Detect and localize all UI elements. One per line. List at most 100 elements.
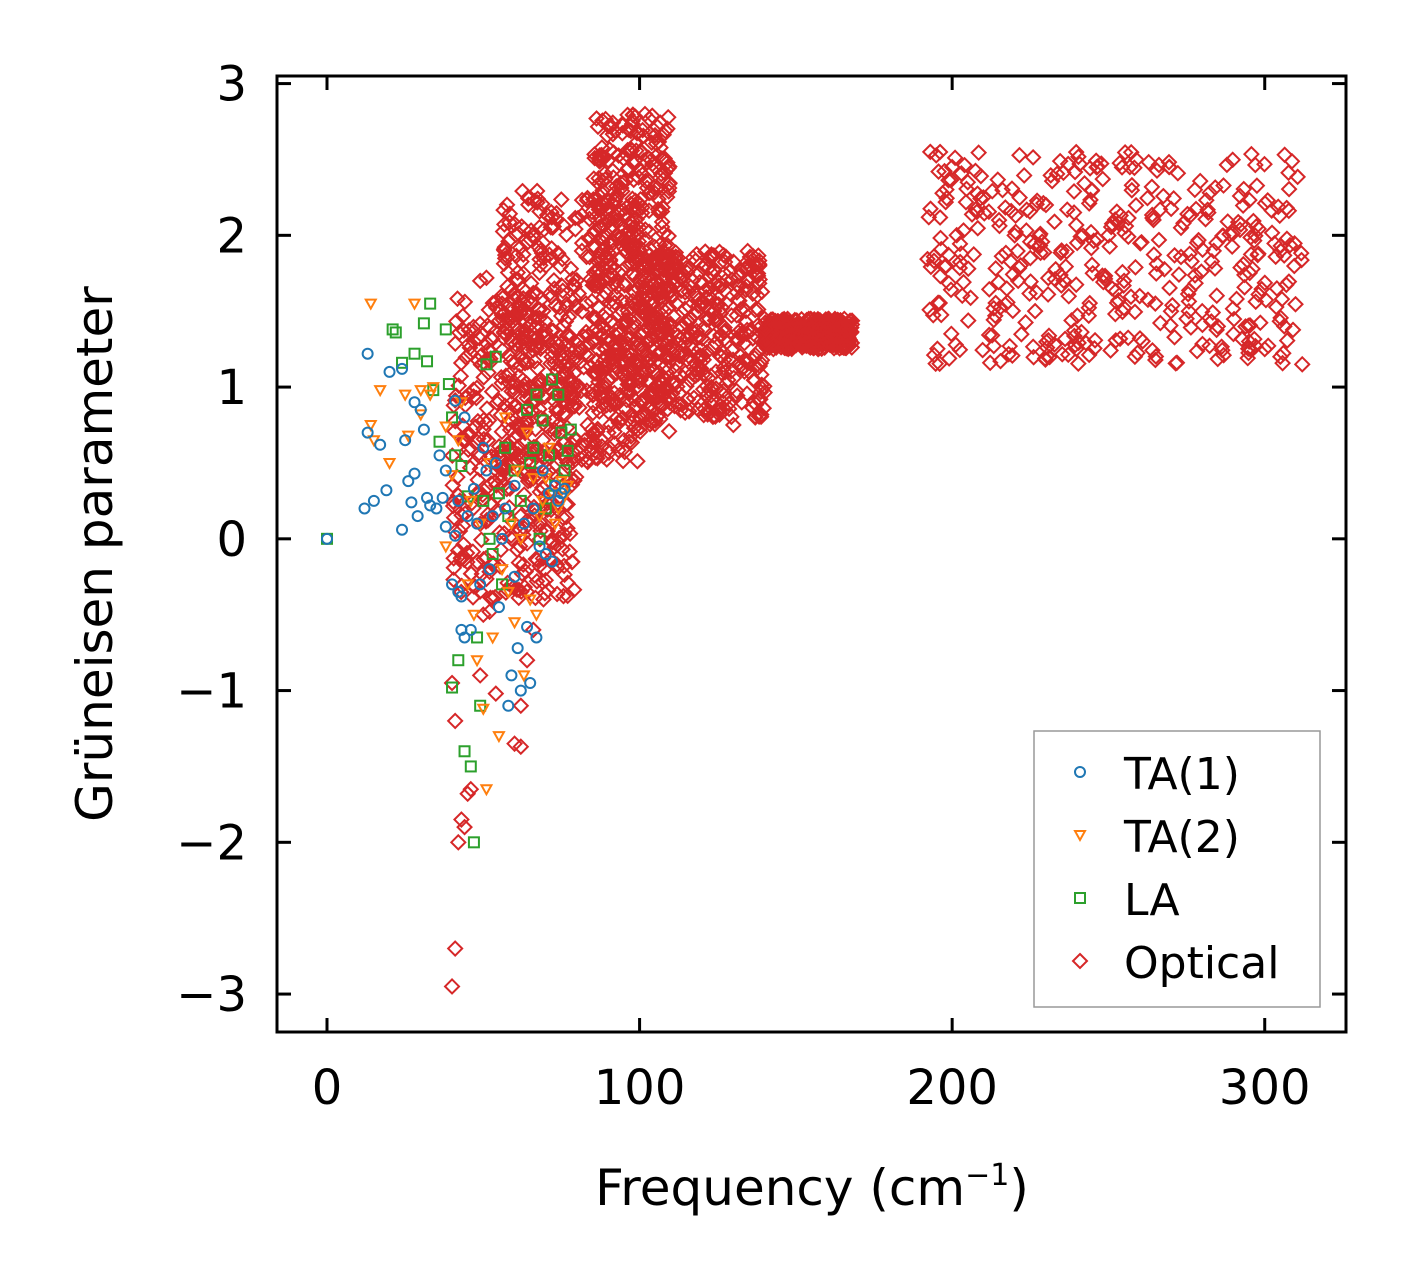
optical-point — [671, 366, 689, 384]
optical-point — [946, 149, 964, 167]
optical-point — [542, 203, 560, 221]
optical-point — [614, 409, 632, 427]
data-point — [1162, 302, 1180, 320]
optical-point — [1289, 168, 1307, 186]
optical-point — [1011, 146, 1028, 164]
optical-point — [996, 199, 1014, 216]
optical-point — [469, 412, 487, 430]
optical-point — [659, 108, 677, 126]
optical-point — [623, 142, 641, 159]
optical-point — [1111, 330, 1129, 348]
data-point — [552, 388, 565, 401]
optical-point — [641, 330, 659, 348]
optical-point — [567, 220, 584, 238]
optical-point — [661, 174, 679, 192]
optical-point — [940, 274, 958, 292]
data-point — [421, 355, 434, 368]
optical-point — [465, 578, 483, 595]
optical-point — [922, 258, 940, 276]
optical-point — [514, 556, 532, 573]
data-point — [436, 491, 449, 504]
optical-point — [613, 292, 630, 310]
optical-point — [564, 453, 582, 471]
optical-point — [684, 340, 702, 358]
data-point — [527, 502, 540, 515]
optical-point — [1025, 348, 1043, 366]
optical-point — [773, 313, 791, 331]
optical-point — [800, 310, 818, 328]
optical-point — [1110, 291, 1127, 309]
data-point — [487, 685, 505, 703]
optical-point — [505, 315, 523, 333]
optical-point — [1236, 278, 1253, 296]
optical-point — [707, 380, 725, 397]
optical-point — [1259, 191, 1277, 209]
optical-point — [817, 313, 835, 331]
optical-point — [1163, 296, 1181, 314]
data-point — [546, 373, 559, 386]
optical-point — [538, 206, 556, 224]
data-point — [507, 617, 522, 630]
optical-point — [761, 327, 779, 344]
optical-point — [1242, 340, 1259, 358]
optical-point — [686, 285, 704, 303]
optical-point — [1052, 244, 1070, 262]
data-point — [396, 356, 409, 369]
optical-point — [501, 213, 518, 231]
data-point — [361, 426, 374, 439]
optical-point — [454, 517, 472, 535]
optical-point — [706, 312, 724, 329]
optical-point — [508, 416, 526, 433]
optical-point — [492, 442, 510, 460]
optical-point — [526, 352, 544, 370]
optical-point — [631, 299, 649, 316]
optical-point — [1188, 234, 1206, 252]
optical-point — [490, 392, 508, 410]
optical-point — [561, 525, 579, 543]
data-point — [615, 431, 633, 449]
data-point — [1256, 340, 1274, 358]
optical-point — [604, 114, 622, 132]
x-tick-label: 100 — [594, 1060, 686, 1116]
optical-point — [756, 320, 774, 338]
optical-point — [650, 388, 667, 406]
optical-point — [980, 326, 998, 344]
data-point — [542, 449, 555, 462]
data-point — [480, 358, 493, 371]
data-point — [493, 295, 511, 313]
data-point — [446, 681, 459, 694]
optical-point — [536, 448, 554, 466]
optical-point — [445, 571, 462, 589]
optical-point — [701, 403, 719, 421]
optical-point — [651, 249, 668, 266]
data-point — [526, 473, 541, 486]
data-point — [502, 699, 515, 712]
optical-point — [1046, 213, 1063, 231]
data-point — [482, 457, 497, 471]
data-point — [433, 449, 446, 462]
optical-point — [924, 306, 942, 324]
optical-point — [807, 329, 825, 347]
optical-point — [700, 288, 718, 306]
optical-point — [796, 334, 814, 352]
optical-point — [446, 335, 464, 352]
optical-point — [551, 401, 568, 419]
optical-point — [1094, 170, 1112, 188]
optical-point — [590, 358, 607, 376]
optical-point — [1239, 349, 1257, 367]
optical-point — [460, 335, 478, 353]
legend: TA(1) TA(2) LA Optical — [1033, 730, 1321, 1008]
optical-point — [594, 181, 612, 199]
data-point — [524, 284, 542, 302]
optical-point — [715, 264, 733, 282]
y-tick-label: −3 — [176, 967, 247, 1023]
data-point — [455, 590, 468, 603]
optical-point — [1145, 246, 1163, 263]
optical-point — [1245, 330, 1263, 348]
optical-point — [1199, 204, 1217, 222]
optical-point — [724, 351, 742, 369]
data-point — [426, 382, 440, 395]
optical-point — [715, 359, 733, 377]
optical-point — [590, 169, 608, 187]
optical-point — [1012, 325, 1030, 343]
